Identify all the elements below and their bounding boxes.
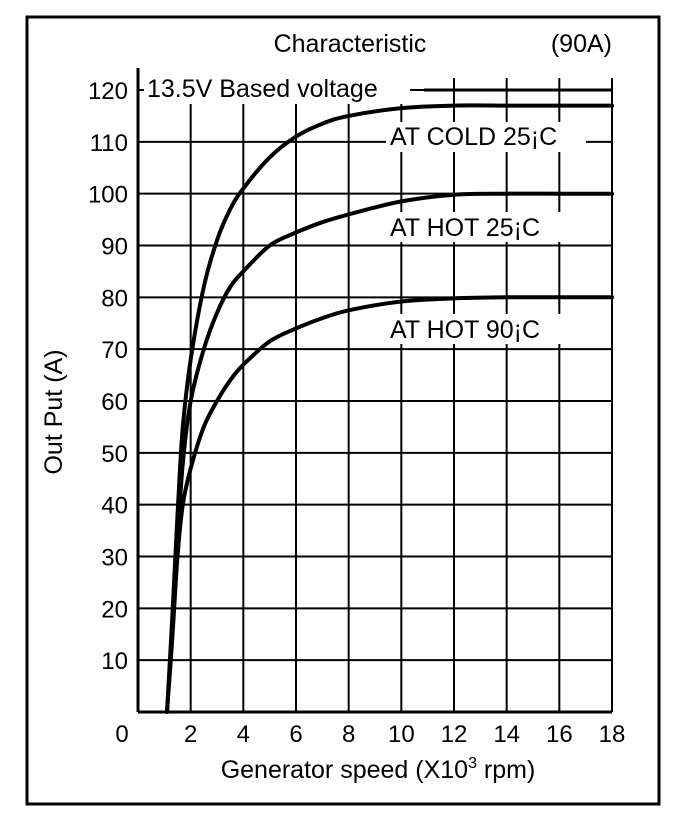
y-tick-label: 90	[101, 234, 128, 261]
x-tick-label: 16	[546, 721, 573, 748]
y-tick-label: 20	[101, 596, 128, 623]
y-tick-label: 120	[88, 78, 128, 105]
chart-frame	[25, 15, 661, 806]
y-tick-label: 50	[101, 441, 128, 468]
series-line-hot-25	[165, 191, 614, 714]
y-axis-label: Out Put (A)	[40, 349, 68, 474]
annotation-bg-cold	[386, 122, 586, 152]
x-tick-label: 10	[388, 721, 415, 748]
x-tick-label: 18	[599, 721, 626, 748]
annotation-hot-25: AT HOT 25¡C	[390, 214, 540, 242]
x-axis-label-text: Generator speed (X103 rpm)	[221, 755, 536, 784]
x-tick-label: 0	[115, 721, 128, 748]
y-tick-label: 40	[101, 493, 128, 520]
x-tick-label: 2	[184, 721, 197, 748]
x-axis-label-part: rpm)	[477, 756, 535, 784]
x-axis-label-superscript: 3	[468, 755, 477, 772]
annotation-cold-25: AT COLD 25¡C	[390, 123, 557, 151]
y-tick-label: 80	[101, 285, 128, 312]
chart-subtitle: (90A)	[551, 30, 612, 58]
x-tick-label: 8	[342, 721, 355, 748]
series-lines	[165, 103, 614, 714]
x-tick-label: 4	[237, 721, 250, 748]
series-line-cold-25	[165, 103, 614, 714]
y-tick-label: 70	[101, 337, 128, 364]
annotation-hot-90: AT HOT 90¡C	[390, 316, 540, 344]
y-tick-label: 10	[101, 648, 128, 675]
series-line-hot-90	[165, 295, 614, 714]
x-axis-label-part: Generator speed (X10	[221, 756, 468, 784]
y-tick-label: 110	[90, 130, 128, 157]
x-tick-label: 12	[441, 721, 468, 748]
annotation-based-voltage: 13.5V Based voltage	[147, 75, 378, 103]
x-tick-label: 14	[493, 721, 520, 748]
grid	[138, 78, 613, 712]
x-tick-label: 6	[289, 721, 302, 748]
annotation-bg-hot90	[386, 314, 566, 344]
annotation-bg-voltage	[144, 74, 410, 104]
y-tick-label: 100	[88, 182, 128, 209]
y-tick-label: 30	[101, 545, 128, 572]
tick-labels: 0 2 4 6 8 10 12 14 16 18 10 20 30 40 50 60 70 80 90 100 110 1…	[88, 78, 625, 748]
chart-title: Characteristic	[274, 30, 427, 58]
annotation-bg-hot25	[386, 212, 566, 242]
y-tick-label: 60	[101, 389, 128, 416]
x-axis-label: Generator speed (X103 rpm)	[221, 755, 536, 784]
axes	[136, 68, 612, 714]
